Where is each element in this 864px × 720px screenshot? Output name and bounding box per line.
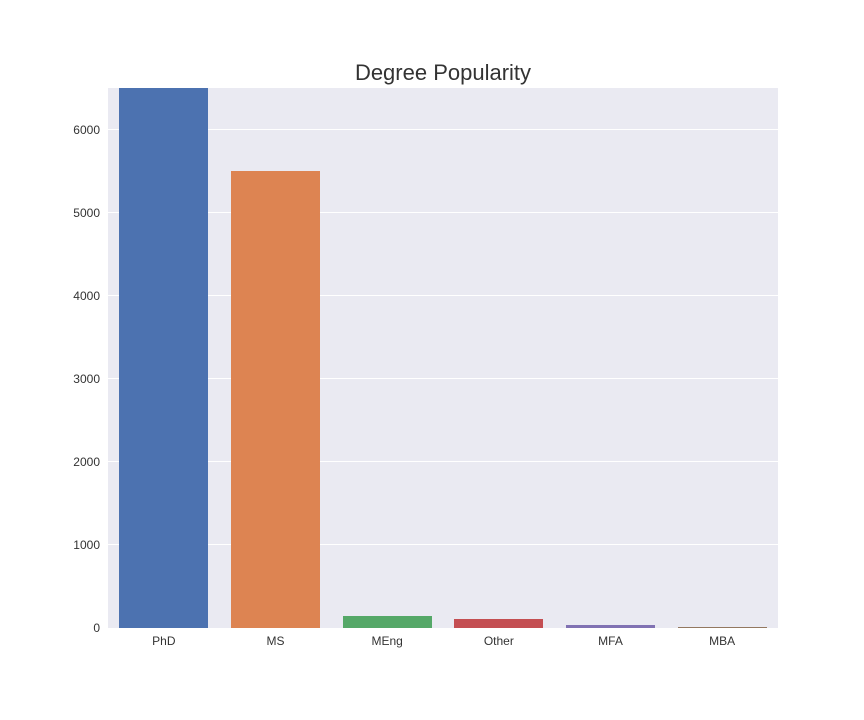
- bar: [566, 625, 655, 628]
- ytick-label: 5000: [50, 206, 100, 220]
- ytick-label: 3000: [50, 372, 100, 386]
- gridline: [108, 461, 778, 462]
- ytick-label: 1000: [50, 538, 100, 552]
- ytick-label: 4000: [50, 289, 100, 303]
- gridline: [108, 378, 778, 379]
- bar: [454, 619, 543, 628]
- gridline: [108, 212, 778, 213]
- bar: [678, 627, 767, 628]
- chart-title: Degree Popularity: [108, 60, 778, 86]
- xtick-label: MBA: [709, 634, 735, 648]
- ytick-label: 0: [50, 621, 100, 635]
- bar: [343, 616, 432, 628]
- xtick-label: MS: [267, 634, 285, 648]
- xtick-label: Other: [484, 634, 514, 648]
- gridline: [108, 544, 778, 545]
- xtick-label: MFA: [598, 634, 623, 648]
- bar: [119, 88, 208, 628]
- xtick-label: MEng: [371, 634, 402, 648]
- xtick-label: PhD: [152, 634, 175, 648]
- gridline: [108, 129, 778, 130]
- ytick-label: 6000: [50, 123, 100, 137]
- plot-area: [108, 88, 778, 628]
- chart-container: Degree Popularity 0100020003000400050006…: [108, 88, 778, 628]
- gridline: [108, 295, 778, 296]
- bar: [231, 171, 320, 628]
- ytick-label: 2000: [50, 455, 100, 469]
